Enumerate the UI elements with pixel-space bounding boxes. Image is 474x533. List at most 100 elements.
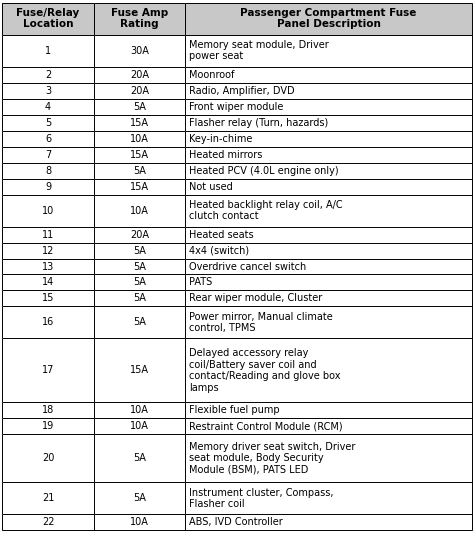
Bar <box>94 243 185 259</box>
Text: Flasher relay (Turn, hazards): Flasher relay (Turn, hazards) <box>189 118 328 127</box>
Text: 30A: 30A <box>130 46 149 55</box>
Bar <box>94 418 185 434</box>
Text: Restraint Control Module (RCM): Restraint Control Module (RCM) <box>189 422 343 431</box>
Bar <box>2 163 94 179</box>
Bar <box>185 131 472 147</box>
Bar <box>94 115 185 131</box>
Bar <box>185 35 472 67</box>
Bar <box>185 402 472 418</box>
Bar <box>94 274 185 290</box>
Bar <box>94 274 185 290</box>
Bar <box>94 147 185 163</box>
Bar <box>185 482 472 514</box>
Text: Not used: Not used <box>189 182 233 191</box>
Bar <box>94 259 185 274</box>
Text: Fuse Amp
Rating: Fuse Amp Rating <box>111 8 168 29</box>
Bar <box>94 131 185 147</box>
Text: 2: 2 <box>45 70 51 79</box>
Bar <box>94 227 185 243</box>
Bar <box>2 243 94 259</box>
Text: 15A: 15A <box>130 182 149 191</box>
Bar <box>2 99 94 115</box>
Bar <box>2 290 94 306</box>
Text: Instrument cluster, Compass,
Flasher coil: Instrument cluster, Compass, Flasher coi… <box>189 488 334 509</box>
Bar <box>94 290 185 306</box>
Text: 15A: 15A <box>130 118 149 127</box>
Bar <box>2 274 94 290</box>
Bar <box>185 35 472 67</box>
Text: 16: 16 <box>42 318 54 327</box>
Bar <box>2 195 94 227</box>
Bar <box>2 482 94 514</box>
Bar <box>2 179 94 195</box>
Bar <box>2 131 94 147</box>
Bar <box>2 434 94 482</box>
Bar <box>94 434 185 482</box>
Bar <box>2 131 94 147</box>
Bar <box>94 482 185 514</box>
Bar <box>185 259 472 274</box>
Bar <box>185 418 472 434</box>
Bar <box>2 402 94 418</box>
Bar <box>94 514 185 530</box>
Text: Heated seats: Heated seats <box>189 230 254 239</box>
Bar <box>185 274 472 290</box>
Bar <box>185 259 472 274</box>
Text: 10A: 10A <box>130 518 149 527</box>
Text: 18: 18 <box>42 406 54 415</box>
Bar <box>185 274 472 290</box>
Bar <box>2 402 94 418</box>
Bar <box>94 131 185 147</box>
Bar <box>94 434 185 482</box>
Text: 5A: 5A <box>133 294 146 303</box>
Bar <box>94 306 185 338</box>
Bar <box>94 290 185 306</box>
Bar <box>2 227 94 243</box>
Bar <box>2 3 94 35</box>
Bar <box>185 3 472 35</box>
Bar <box>185 99 472 115</box>
Bar <box>2 418 94 434</box>
Text: Memory seat module, Driver
power seat: Memory seat module, Driver power seat <box>189 40 329 61</box>
Bar <box>185 147 472 163</box>
Text: 20A: 20A <box>130 86 149 95</box>
Bar <box>2 259 94 274</box>
Text: Front wiper module: Front wiper module <box>189 102 283 111</box>
Bar <box>94 163 185 179</box>
Bar <box>185 243 472 259</box>
Bar <box>94 115 185 131</box>
Bar <box>185 514 472 530</box>
Bar <box>2 338 94 402</box>
Text: Delayed accessory relay
coil/Battery saver coil and
contact/Reading and glove bo: Delayed accessory relay coil/Battery sav… <box>189 348 341 393</box>
Text: 5A: 5A <box>133 278 146 287</box>
Text: 22: 22 <box>42 518 55 527</box>
Text: Heated mirrors: Heated mirrors <box>189 150 263 159</box>
Text: 15A: 15A <box>130 366 149 375</box>
Bar <box>185 290 472 306</box>
Bar <box>94 67 185 83</box>
Bar <box>2 306 94 338</box>
Bar <box>94 179 185 195</box>
Text: 15: 15 <box>42 294 55 303</box>
Text: 5A: 5A <box>133 102 146 111</box>
Bar <box>185 243 472 259</box>
Bar <box>94 67 185 83</box>
Bar <box>94 3 185 35</box>
Text: 1: 1 <box>45 46 51 55</box>
Bar <box>185 99 472 115</box>
Bar <box>94 3 185 35</box>
Bar <box>2 259 94 274</box>
Bar <box>94 83 185 99</box>
Bar <box>94 147 185 163</box>
Bar <box>185 514 472 530</box>
Bar <box>94 482 185 514</box>
Bar <box>94 99 185 115</box>
Text: 10A: 10A <box>130 206 149 215</box>
Text: 6: 6 <box>45 134 51 143</box>
Text: 5A: 5A <box>133 246 146 255</box>
Text: 5A: 5A <box>133 166 146 175</box>
Text: 9: 9 <box>45 182 51 191</box>
Bar <box>94 306 185 338</box>
Bar <box>2 434 94 482</box>
Text: Key-in-chime: Key-in-chime <box>189 134 253 143</box>
